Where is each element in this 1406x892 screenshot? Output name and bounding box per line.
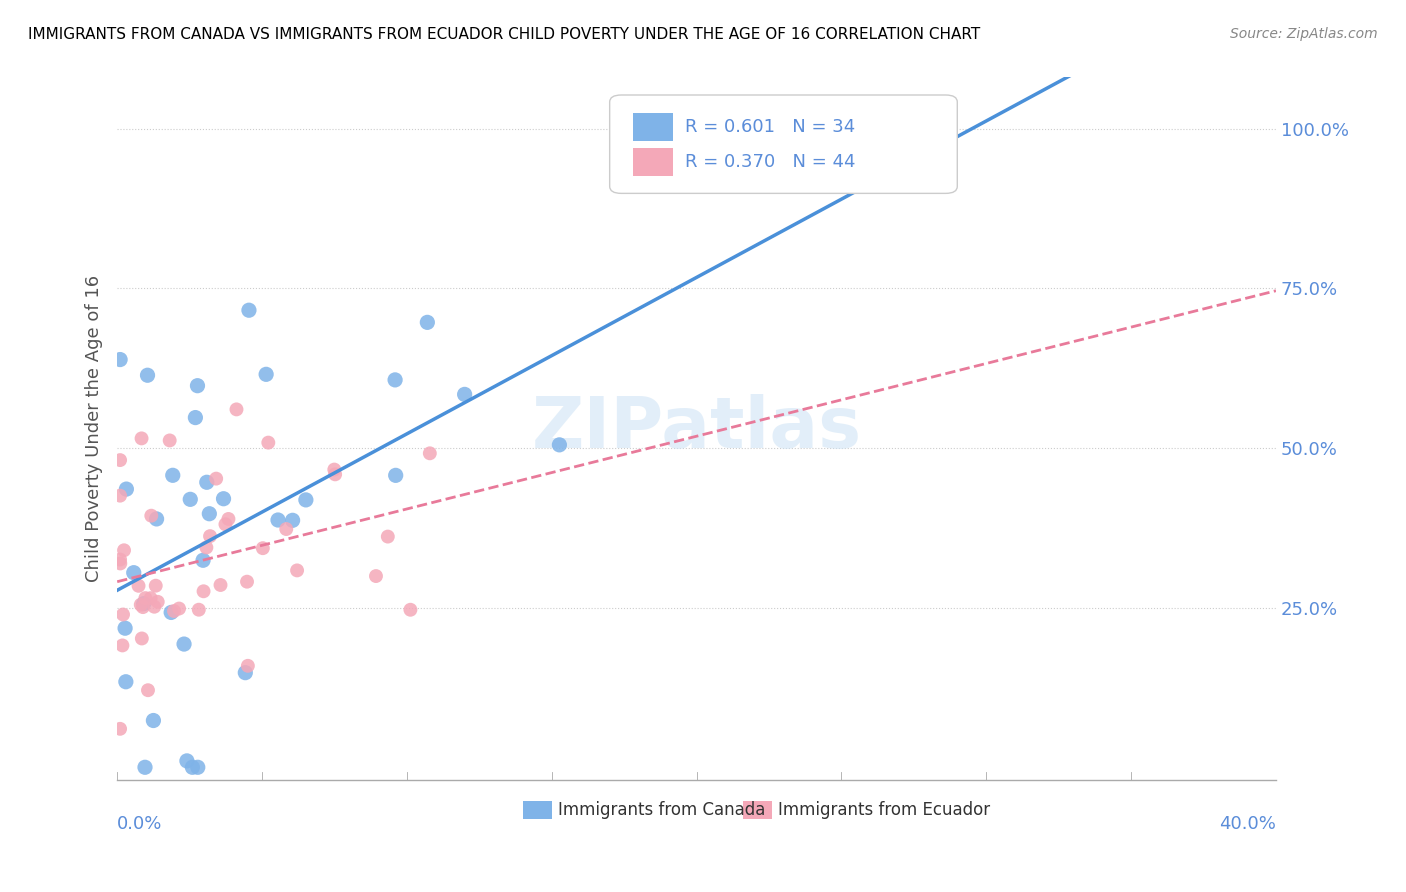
- Point: [285, 563, 308, 577]
- Point: [238, 303, 260, 318]
- Point: [323, 467, 346, 482]
- Point: [132, 600, 155, 615]
- Point: [217, 512, 239, 526]
- Text: Source: ZipAtlas.com: Source: ZipAtlas.com: [1230, 27, 1378, 41]
- Point: [136, 368, 159, 383]
- Point: [108, 352, 131, 367]
- Text: 0.0%: 0.0%: [117, 815, 163, 833]
- Point: [173, 637, 195, 651]
- Bar: [633, 112, 673, 141]
- Point: [198, 529, 221, 543]
- Point: [176, 754, 198, 768]
- Point: [214, 517, 236, 532]
- Point: [267, 513, 290, 527]
- Point: [162, 468, 184, 483]
- Point: [548, 438, 571, 452]
- Point: [295, 492, 318, 507]
- Point: [110, 557, 132, 571]
- Point: [108, 722, 131, 736]
- Point: [108, 453, 131, 467]
- Point: [377, 530, 399, 544]
- Point: [115, 482, 138, 496]
- Point: [212, 491, 235, 506]
- Point: [384, 468, 406, 483]
- Point: [364, 569, 387, 583]
- Point: [128, 579, 150, 593]
- Point: [134, 591, 156, 606]
- Point: [187, 603, 209, 617]
- Point: [112, 543, 135, 558]
- Point: [198, 507, 221, 521]
- Point: [146, 595, 169, 609]
- Point: [115, 674, 138, 689]
- Point: [195, 541, 218, 555]
- Point: [131, 431, 153, 445]
- Point: [129, 598, 152, 612]
- Point: [236, 658, 259, 673]
- Y-axis label: Child Poverty Under the Age of 16: Child Poverty Under the Age of 16: [86, 276, 103, 582]
- Point: [276, 522, 298, 536]
- Point: [145, 512, 167, 526]
- Point: [257, 435, 280, 450]
- Point: [111, 639, 134, 653]
- Text: ZIPatlas: ZIPatlas: [531, 394, 862, 463]
- Point: [131, 632, 153, 646]
- Text: Immigrants from Ecuador: Immigrants from Ecuador: [778, 801, 990, 819]
- Point: [179, 492, 201, 507]
- Text: 40.0%: 40.0%: [1219, 815, 1277, 833]
- Point: [419, 446, 441, 460]
- Point: [384, 373, 406, 387]
- Point: [191, 553, 214, 567]
- Bar: [523, 801, 551, 819]
- Point: [160, 606, 183, 620]
- Point: [108, 552, 131, 566]
- Point: [453, 387, 475, 401]
- Point: [167, 601, 190, 615]
- Point: [108, 489, 131, 503]
- Point: [143, 599, 166, 614]
- Point: [186, 378, 208, 392]
- Text: R = 0.370   N = 44: R = 0.370 N = 44: [685, 153, 855, 170]
- Point: [233, 665, 256, 680]
- Text: IMMIGRANTS FROM CANADA VS IMMIGRANTS FROM ECUADOR CHILD POVERTY UNDER THE AGE OF: IMMIGRANTS FROM CANADA VS IMMIGRANTS FRO…: [28, 27, 980, 42]
- Point: [187, 760, 209, 774]
- FancyBboxPatch shape: [610, 95, 957, 194]
- Point: [134, 760, 156, 774]
- Point: [136, 683, 159, 698]
- Point: [195, 475, 218, 490]
- Text: Immigrants from Canada: Immigrants from Canada: [558, 801, 765, 819]
- Point: [181, 760, 204, 774]
- Bar: [742, 801, 772, 819]
- Text: R = 0.601   N = 34: R = 0.601 N = 34: [685, 118, 855, 136]
- Point: [254, 368, 277, 382]
- Point: [112, 607, 135, 622]
- Point: [193, 584, 215, 599]
- Point: [114, 621, 136, 635]
- Point: [159, 434, 181, 448]
- Point: [281, 513, 304, 527]
- Point: [145, 579, 167, 593]
- Point: [132, 597, 155, 611]
- Point: [209, 578, 232, 592]
- Bar: [633, 148, 673, 176]
- Point: [163, 604, 186, 618]
- Point: [205, 472, 228, 486]
- Point: [399, 603, 422, 617]
- Point: [323, 462, 346, 476]
- Point: [225, 402, 247, 417]
- Point: [252, 541, 274, 556]
- Point: [141, 508, 163, 523]
- Point: [139, 591, 162, 606]
- Point: [236, 574, 259, 589]
- Point: [184, 410, 207, 425]
- Point: [416, 315, 439, 329]
- Point: [122, 566, 145, 580]
- Point: [142, 714, 165, 728]
